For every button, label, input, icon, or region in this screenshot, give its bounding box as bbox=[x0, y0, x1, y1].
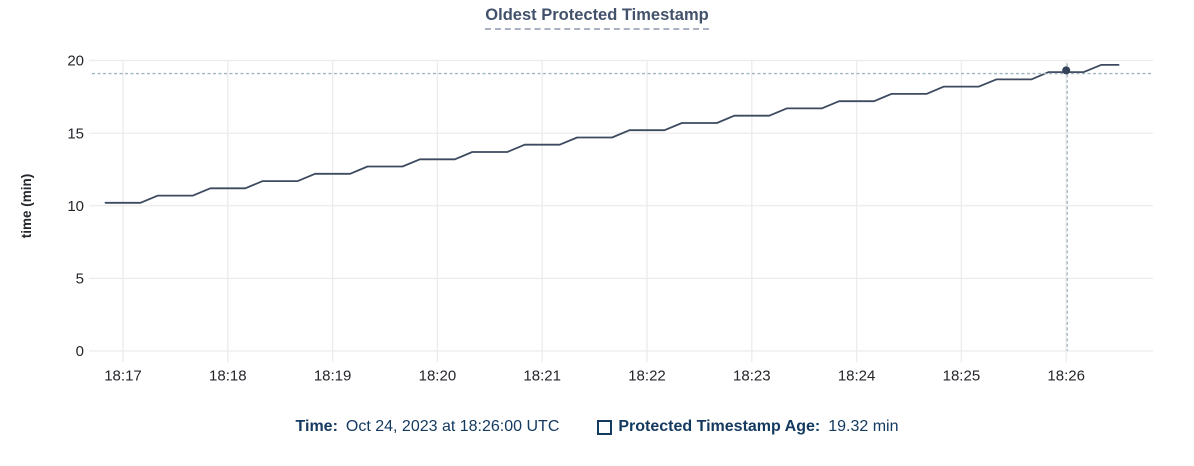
x-tick-label: 18:22 bbox=[628, 368, 666, 385]
y-axis-title: time (min) bbox=[19, 174, 34, 239]
hover-point-dot bbox=[1062, 66, 1071, 75]
x-tick-label: 18:21 bbox=[523, 368, 561, 385]
gridlines bbox=[89, 59, 1153, 362]
series-toggle-checkbox[interactable] bbox=[597, 419, 613, 435]
legend-series-value: 19.32 min bbox=[828, 418, 899, 435]
y-tick-label: 0 bbox=[76, 343, 84, 360]
y-tick-label: 20 bbox=[67, 53, 84, 70]
legend-time-value: Oct 24, 2023 at 18:26:00 UTC bbox=[345, 418, 560, 435]
y-tick-label: 15 bbox=[67, 125, 84, 142]
y-tick-label: 10 bbox=[67, 198, 84, 215]
y-axis-tick-labels: 20 15 10 5 0 bbox=[67, 53, 84, 361]
x-tick-label: 18:17 bbox=[104, 368, 142, 385]
legend-time-label: Time: bbox=[295, 418, 338, 435]
x-tick-label: 18:18 bbox=[209, 368, 247, 385]
x-tick-label: 18:24 bbox=[838, 368, 876, 385]
title-row: Oldest Protected Timestamp bbox=[0, 6, 1194, 30]
chart-title[interactable]: Oldest Protected Timestamp bbox=[485, 6, 709, 30]
legend-series-item: Protected Timestamp Age: 19.32 min bbox=[597, 418, 898, 436]
legend-series-label: Protected Timestamp Age: bbox=[618, 418, 821, 435]
x-tick-label: 18:19 bbox=[314, 368, 352, 385]
x-axis-tick-labels: 18:17 18:18 18:19 18:20 18:21 18:22 18:23 18:24… bbox=[104, 368, 1085, 385]
series-line bbox=[104, 64, 1120, 204]
x-tick-label: 18:20 bbox=[419, 368, 457, 385]
x-tick-label: 18:23 bbox=[733, 368, 771, 385]
y-tick-label: 5 bbox=[76, 271, 84, 288]
legend-time-item: Time: Oct 24, 2023 at 18:26:00 UTC bbox=[296, 418, 560, 436]
hover-legend: Time: Oct 24, 2023 at 18:26:00 UTC Prote… bbox=[0, 418, 1194, 436]
x-tick-label: 18:26 bbox=[1047, 368, 1085, 385]
x-tick-label: 18:25 bbox=[943, 368, 981, 385]
